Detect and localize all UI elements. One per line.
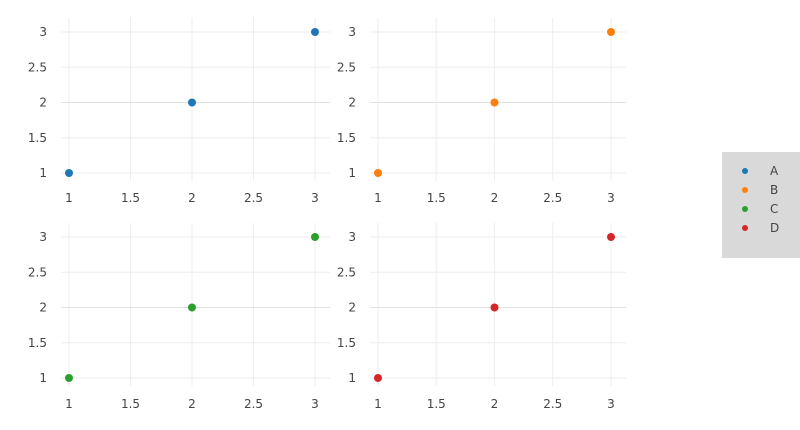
y-tick-label-d-4: 3 <box>348 230 356 244</box>
point-d-0 <box>374 374 382 382</box>
x-tick-label-d-1: 1.5 <box>427 397 446 411</box>
point-d-2 <box>607 233 615 241</box>
y-tick-label-a-0: 1 <box>39 166 47 180</box>
legend-label-b: B <box>770 183 779 197</box>
x-tick-label-b-0: 1 <box>374 191 382 205</box>
legend-marker-d <box>742 225 748 231</box>
point-a-0 <box>65 169 73 177</box>
x-tick-label-c-4: 3 <box>311 397 319 411</box>
x-tick-label-d-0: 1 <box>374 397 382 411</box>
point-a-1 <box>188 98 196 107</box>
legend-item-a[interactable]: A <box>722 162 800 180</box>
legend-label-c: C <box>770 202 779 216</box>
x-tick-label-c-3: 2.5 <box>244 397 263 411</box>
y-tick-label-d-0: 1 <box>348 371 356 385</box>
legend: A B C D <box>722 152 800 258</box>
legend-marker-b <box>742 187 748 193</box>
y-tick-label-c-1: 1.5 <box>28 336 47 350</box>
point-c-0 <box>65 374 73 382</box>
x-tick-label-b-2: 2 <box>491 191 499 205</box>
x-tick-label-d-2: 2 <box>491 397 499 411</box>
x-tick-label-a-2: 2 <box>188 191 196 205</box>
point-b-0 <box>374 169 382 177</box>
y-tick-label-a-3: 2.5 <box>28 60 47 74</box>
x-tick-label-c-1: 1.5 <box>121 397 140 411</box>
y-tick-label-d-3: 2.5 <box>337 265 356 279</box>
point-d-1 <box>490 303 499 312</box>
y-tick-label-c-3: 2.5 <box>28 265 47 279</box>
legend-marker-a <box>742 168 748 174</box>
x-tick-label-c-2: 2 <box>188 397 196 411</box>
legend-marker-c <box>742 206 748 212</box>
x-tick-label-a-0: 1 <box>65 191 73 205</box>
y-tick-label-a-1: 1.5 <box>28 131 47 145</box>
x-tick-label-c-0: 1 <box>65 397 73 411</box>
x-tick-label-b-1: 1.5 <box>427 191 446 205</box>
x-tick-label-a-1: 1.5 <box>121 191 140 205</box>
legend-item-d[interactable]: D <box>722 219 800 237</box>
x-tick-label-a-4: 3 <box>311 191 319 205</box>
legend-item-b[interactable]: B <box>722 181 800 199</box>
point-c-1 <box>188 303 196 312</box>
y-tick-label-b-0: 1 <box>348 166 356 180</box>
x-tick-label-d-4: 3 <box>607 397 615 411</box>
y-tick-label-b-1: 1.5 <box>337 131 356 145</box>
point-a-2 <box>311 28 319 36</box>
x-tick-label-b-3: 2.5 <box>543 191 562 205</box>
y-tick-label-b-4: 3 <box>348 25 356 39</box>
y-tick-label-d-1: 1.5 <box>337 336 356 350</box>
y-tick-label-c-0: 1 <box>39 371 47 385</box>
y-tick-label-a-2: 2 <box>39 96 47 110</box>
y-tick-label-b-2: 2 <box>348 96 356 110</box>
legend-label-d: D <box>770 221 780 235</box>
x-tick-label-b-4: 3 <box>607 191 615 205</box>
point-c-2 <box>311 233 319 241</box>
legend-item-c[interactable]: C <box>722 200 800 218</box>
y-tick-label-d-2: 2 <box>348 301 356 315</box>
legend-label-a: A <box>770 164 779 178</box>
y-tick-label-b-3: 2.5 <box>337 60 356 74</box>
x-tick-label-a-3: 2.5 <box>244 191 263 205</box>
point-b-1 <box>490 98 499 107</box>
x-tick-label-d-3: 2.5 <box>543 397 562 411</box>
point-b-2 <box>607 28 615 36</box>
y-tick-label-a-4: 3 <box>39 25 47 39</box>
y-tick-label-c-4: 3 <box>39 230 47 244</box>
y-tick-label-c-2: 2 <box>39 301 47 315</box>
